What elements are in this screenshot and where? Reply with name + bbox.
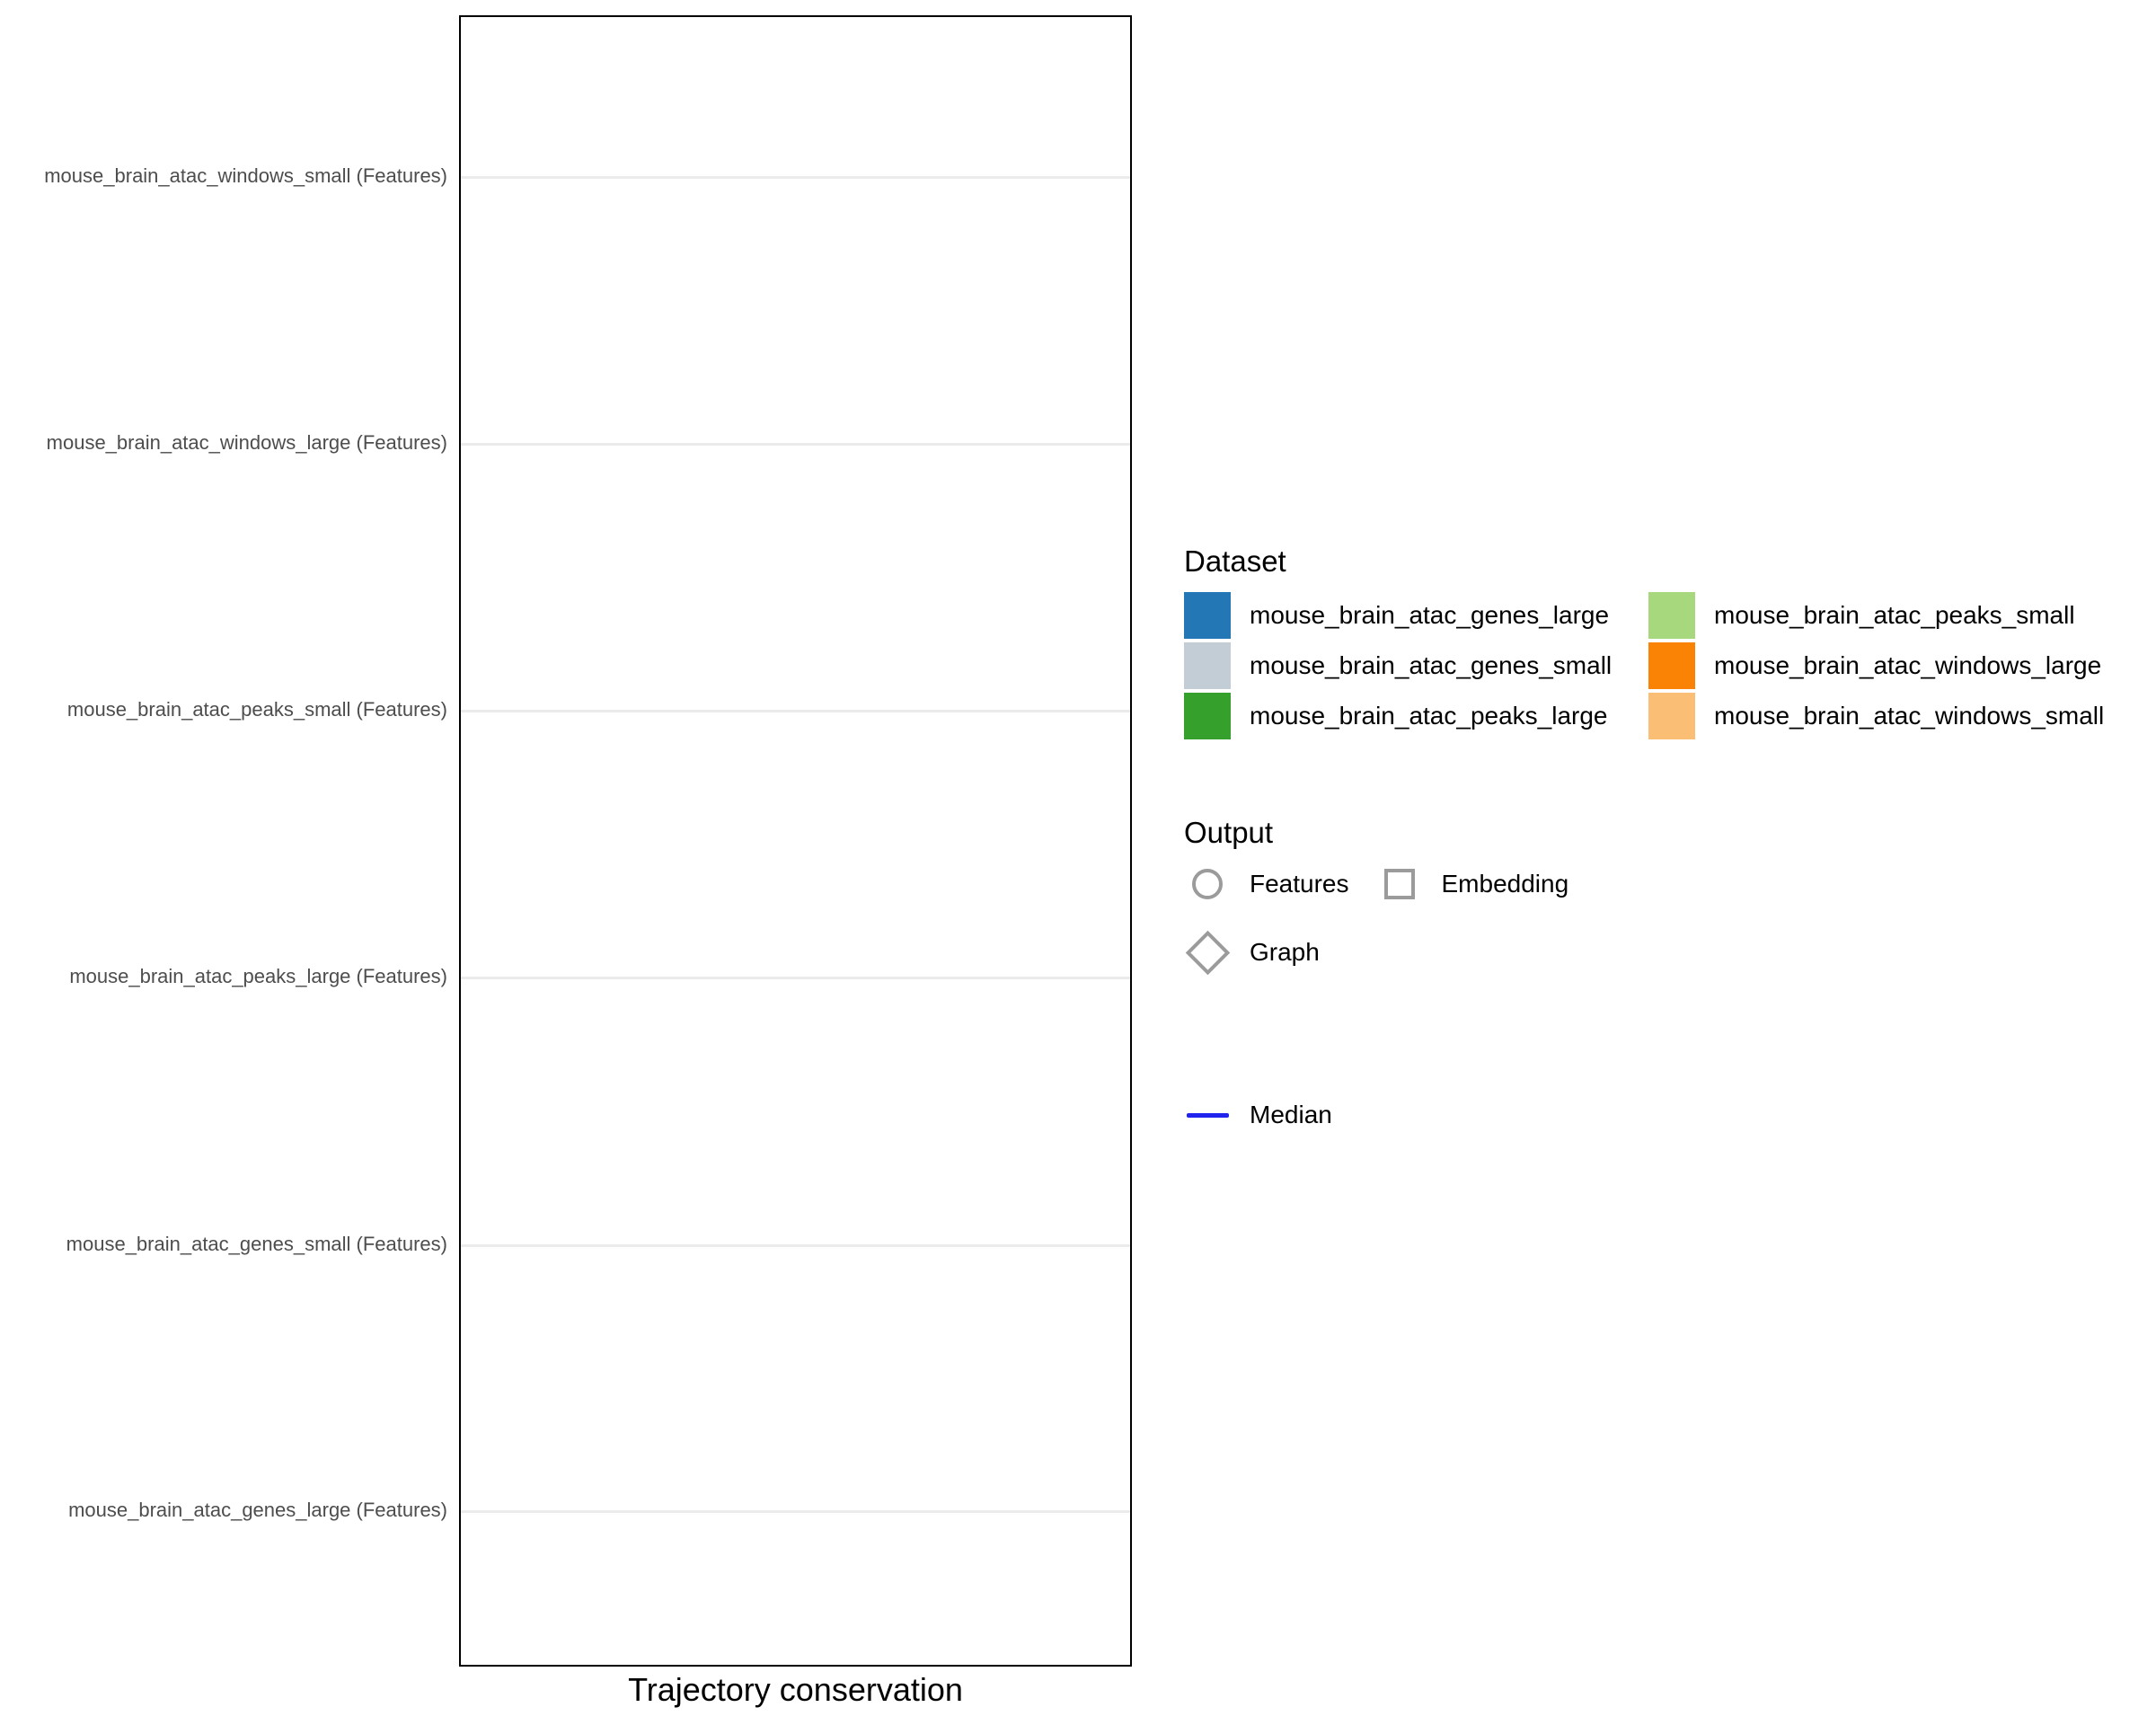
legend-median: Median [1184,1092,1332,1138]
legend-output-label-graph: Graph [1250,938,1320,966]
median-key [1184,1092,1231,1138]
legend-dataset-item: mouse_brain_atac_genes_large [1184,592,1648,639]
legend-median-label: Median [1250,1101,1332,1128]
legend-dataset-item: mouse_brain_atac_genes_small [1184,642,1648,689]
legend-dataset-items: mouse_brain_atac_genes_large mouse_brain_… [1184,592,2104,739]
gridline [461,710,1130,712]
legend-output: Output Features Embedding Graph [1184,816,1568,986]
color-swatch-icon [1184,592,1231,639]
diamond-icon [1185,930,1230,975]
gridline [461,176,1130,179]
legend-dataset-label: mouse_brain_atac_peaks_small [1714,601,2075,629]
y-axis-label: mouse_brain_atac_peaks_large (Features) [69,965,447,987]
plot-panel [459,15,1132,1667]
legend-median-row: Median [1184,1092,1332,1138]
legend-dataset-item: mouse_brain_atac_peaks_large [1184,693,1648,739]
legend-dataset-item: mouse_brain_atac_peaks_small [1648,592,2104,639]
gridline [461,1510,1130,1513]
gridline [461,1244,1130,1247]
legend-output-title: Output [1184,816,1274,849]
y-axis-label: mouse_brain_atac_genes_small (Features) [66,1233,447,1255]
embedding-key [1376,861,1423,907]
legend-dataset-label: mouse_brain_atac_peaks_large [1250,702,1608,730]
legend-dataset-title: Dataset [1184,544,1286,578]
legend-output-row-1: Features Embedding [1184,850,1568,918]
x-axis-title: Trajectory conservation [628,1671,963,1708]
color-swatch-icon [1184,642,1231,689]
legend-dataset-item: mouse_brain_atac_windows_large [1648,642,2104,689]
legend-dataset-item: mouse_brain_atac_windows_small [1648,693,2104,739]
circle-icon [1192,869,1223,899]
color-swatch-icon [1184,693,1231,739]
color-swatch-icon [1648,592,1695,639]
legend-dataset: Dataset mouse_brain_atac_genes_large mous… [1184,544,2104,739]
y-axis: mouse_brain_atac_windows_small (Features… [0,0,447,1725]
legend-dataset-label: mouse_brain_atac_windows_large [1714,651,2102,679]
legend-dataset-label: mouse_brain_atac_genes_large [1250,601,1610,629]
color-swatch-icon [1648,693,1695,739]
gridline [461,443,1130,446]
median-line-icon [1186,1112,1229,1118]
legend-dataset-label: mouse_brain_atac_genes_small [1250,651,1613,679]
legend-output-label-embedding: Embedding [1441,870,1569,898]
y-axis-label: mouse_brain_atac_peaks_small (Features) [66,698,447,721]
y-axis-label: mouse_brain_atac_windows_large (Features… [46,431,447,454]
color-swatch-icon [1648,642,1695,689]
y-axis-label: mouse_brain_atac_genes_large (Features) [68,1499,447,1521]
legend-dataset-label: mouse_brain_atac_windows_small [1714,702,2105,730]
legend-output-row-2: Graph [1184,918,1568,986]
features-key [1184,861,1231,907]
gridline [461,977,1130,979]
y-axis-label: mouse_brain_atac_windows_small (Features… [44,164,447,187]
square-icon [1383,869,1415,899]
legend-output-label-features: Features [1250,870,1349,898]
graph-key [1184,929,1231,976]
